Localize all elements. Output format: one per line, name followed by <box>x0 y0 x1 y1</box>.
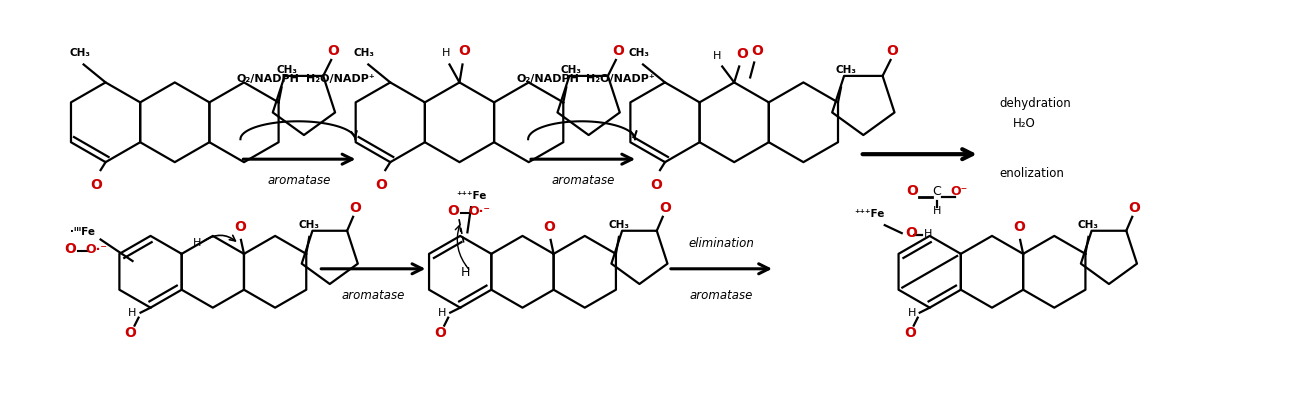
Text: H: H <box>442 48 451 58</box>
Text: CH₃: CH₃ <box>560 65 582 75</box>
Text: O: O <box>65 242 77 256</box>
Text: O: O <box>125 326 137 339</box>
Text: H₂O/NADP⁺: H₂O/NADP⁺ <box>585 74 654 84</box>
Text: ⁺⁺⁺Fe: ⁺⁺⁺Fe <box>456 191 486 201</box>
Text: CH₃: CH₃ <box>628 48 649 58</box>
Text: H: H <box>924 229 932 239</box>
Text: O: O <box>736 47 748 60</box>
Text: dehydration: dehydration <box>999 97 1071 111</box>
Text: CH₃: CH₃ <box>1078 220 1098 230</box>
Text: O: O <box>543 220 555 234</box>
Text: O: O <box>447 204 459 218</box>
Text: O·⁻: O·⁻ <box>86 244 108 256</box>
Text: H: H <box>129 308 137 318</box>
Text: H₂O/NADP⁺: H₂O/NADP⁺ <box>306 74 375 84</box>
Text: enolization: enolization <box>999 167 1065 180</box>
Text: O: O <box>235 220 246 234</box>
Text: O⁻: O⁻ <box>950 185 968 198</box>
Text: CH₃: CH₃ <box>835 65 856 75</box>
Text: H: H <box>438 308 447 318</box>
Text: C: C <box>933 185 941 198</box>
Text: O: O <box>659 201 671 215</box>
Text: H: H <box>907 308 916 318</box>
Text: H₂O: H₂O <box>1012 117 1036 130</box>
Text: O: O <box>906 226 917 240</box>
Text: O₂/NADPH: O₂/NADPH <box>517 74 580 84</box>
Text: CH₃: CH₃ <box>69 48 90 58</box>
Text: CH₃: CH₃ <box>609 220 629 230</box>
Text: ⁺⁺⁺Fe: ⁺⁺⁺Fe <box>855 209 885 219</box>
Text: aromatase: aromatase <box>267 174 331 187</box>
Text: H: H <box>193 238 201 248</box>
Text: CH₃: CH₃ <box>276 65 297 75</box>
Text: O₂/NADPH: O₂/NADPH <box>237 74 300 84</box>
Text: O: O <box>612 44 624 58</box>
Text: O: O <box>904 326 916 339</box>
Text: Ḣ: Ḣ <box>461 266 470 279</box>
Text: O: O <box>752 43 764 58</box>
Text: ·ᴵᴵᴵFe: ·ᴵᴵᴵFe <box>70 226 95 236</box>
Text: O: O <box>1128 201 1140 215</box>
Text: O: O <box>327 44 339 58</box>
Text: O: O <box>459 43 470 58</box>
Text: CH₃: CH₃ <box>354 48 375 58</box>
Text: elimination: elimination <box>688 237 754 250</box>
Text: O: O <box>434 326 446 339</box>
Text: O·⁻: O·⁻ <box>468 205 490 218</box>
Text: aromatase: aromatase <box>551 174 615 187</box>
Text: H: H <box>933 206 941 216</box>
Text: O: O <box>886 44 899 58</box>
Text: O: O <box>349 201 361 215</box>
Text: aromatase: aromatase <box>689 289 753 301</box>
Text: H: H <box>713 50 722 60</box>
Text: O: O <box>1014 220 1025 234</box>
Text: O: O <box>91 178 103 192</box>
Text: aromatase: aromatase <box>341 289 405 301</box>
Text: CH₃: CH₃ <box>298 220 319 230</box>
Text: O: O <box>906 184 917 198</box>
Text: O: O <box>375 178 387 192</box>
Text: O: O <box>650 178 662 192</box>
